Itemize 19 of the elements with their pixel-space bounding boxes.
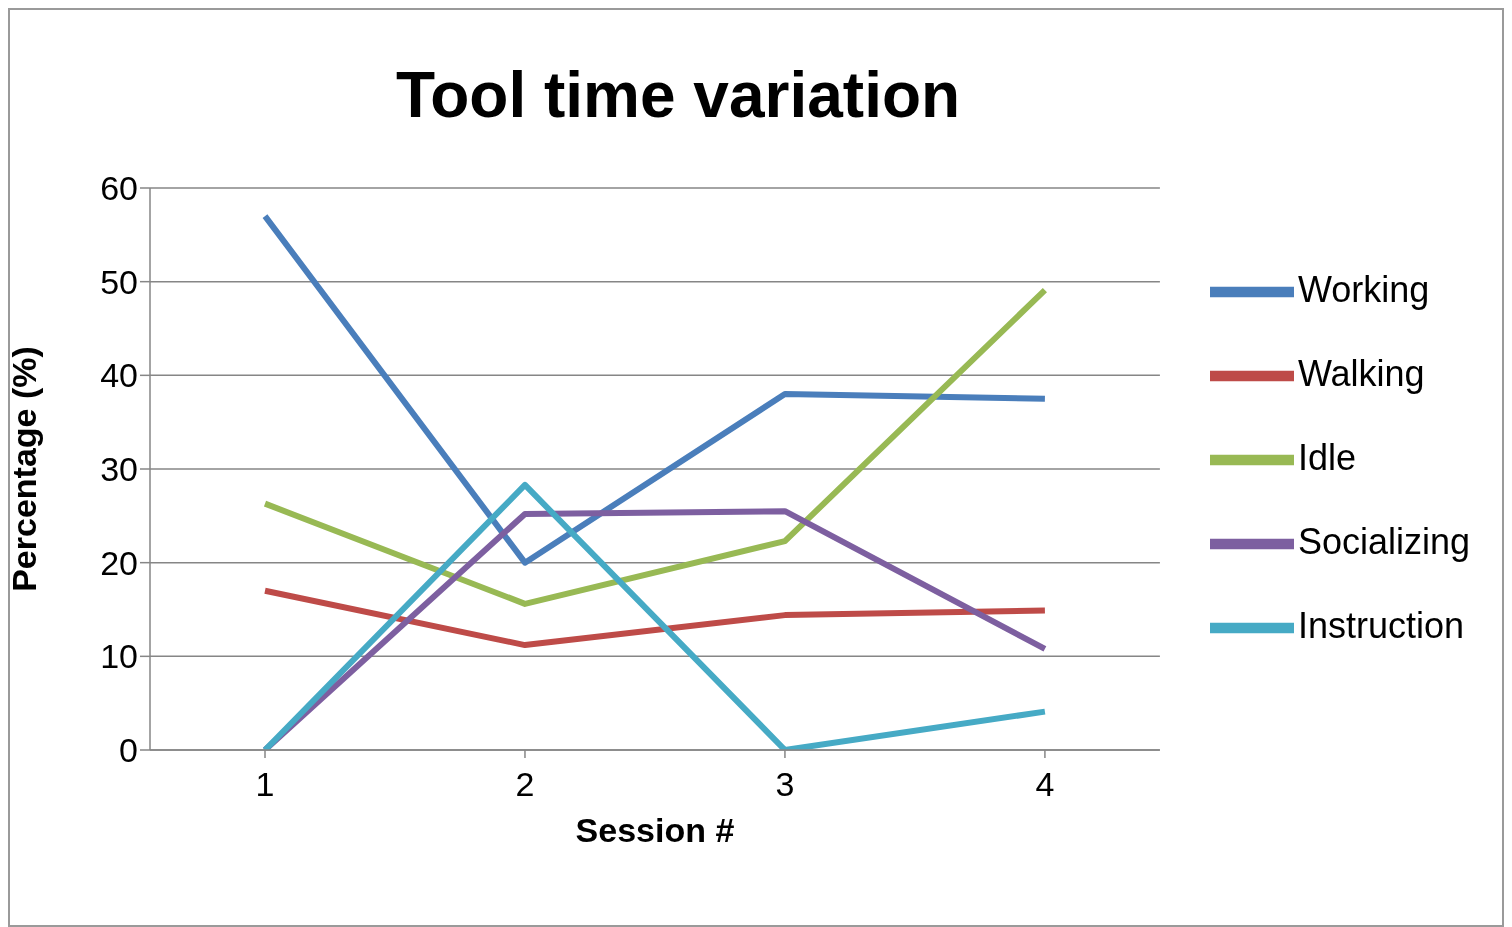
y-tick-label: 50 [100, 262, 138, 301]
legend-label: Working [1297, 268, 1430, 310]
legend-label: Walking [1297, 352, 1425, 394]
legend-label: Instruction [1297, 604, 1464, 646]
y-tick-label: 20 [100, 543, 138, 582]
x-tick-label: 4 [1035, 765, 1055, 804]
x-axis-title: Session # [575, 811, 735, 849]
chart-title: Tool time variation [394, 58, 962, 132]
legend-label: Idle [1297, 436, 1356, 478]
y-tick-label: 0 [119, 731, 138, 770]
legend-label: Socializing [1297, 520, 1470, 562]
y-tick-label: 30 [100, 450, 138, 489]
y-axis-title: Percentage (%) [5, 346, 44, 592]
x-tick-label: 2 [515, 765, 535, 804]
x-tick-label: 3 [775, 765, 795, 804]
x-tick-label: 1 [255, 765, 275, 804]
y-tick-label: 10 [100, 637, 138, 676]
y-tick-label: 60 [100, 169, 138, 208]
y-tick-label: 40 [100, 356, 138, 395]
